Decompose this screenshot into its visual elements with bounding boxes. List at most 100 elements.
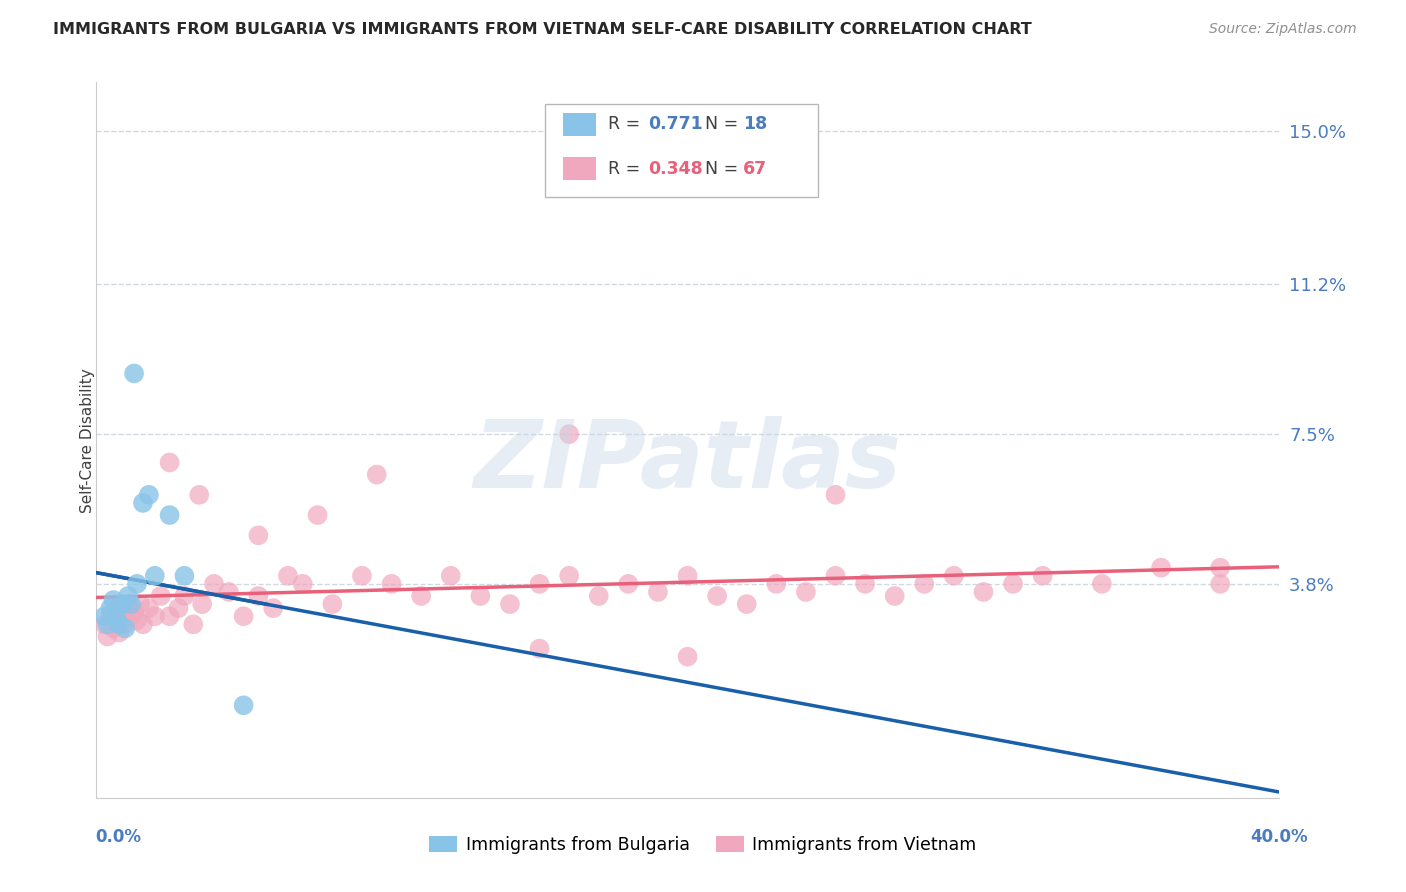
Point <box>321 597 343 611</box>
Point <box>247 589 270 603</box>
Text: N =: N = <box>706 115 744 133</box>
Point <box>411 589 433 603</box>
Point <box>765 577 787 591</box>
FancyBboxPatch shape <box>546 103 818 196</box>
Point <box>132 617 155 632</box>
Point <box>277 568 299 582</box>
Point <box>159 455 181 469</box>
Text: 0.348: 0.348 <box>648 160 703 178</box>
Point <box>647 585 669 599</box>
Point <box>173 589 195 603</box>
Point <box>617 577 640 591</box>
FancyBboxPatch shape <box>564 113 596 136</box>
Point <box>120 597 142 611</box>
Point <box>105 601 128 615</box>
Point <box>143 609 166 624</box>
Text: 0.771: 0.771 <box>648 115 703 133</box>
Point <box>529 577 551 591</box>
Point <box>1209 577 1232 591</box>
Text: 18: 18 <box>744 115 768 133</box>
Point <box>114 617 136 632</box>
Point <box>114 621 136 635</box>
Point <box>103 593 125 607</box>
Point <box>138 601 160 615</box>
Text: 67: 67 <box>744 160 768 178</box>
Text: R =: R = <box>609 160 645 178</box>
Point <box>232 698 254 713</box>
Point <box>1091 577 1114 591</box>
Point <box>440 568 463 582</box>
Point <box>883 589 905 603</box>
Point <box>149 589 172 603</box>
Point <box>588 589 610 603</box>
Point <box>1032 568 1054 582</box>
Point <box>942 568 965 582</box>
Point <box>100 609 122 624</box>
Point <box>381 577 404 591</box>
Point <box>853 577 876 591</box>
Text: R =: R = <box>609 115 645 133</box>
Point <box>824 488 846 502</box>
Point <box>93 609 115 624</box>
Point <box>232 609 254 624</box>
Point <box>108 625 131 640</box>
Point <box>558 427 581 442</box>
Point <box>1002 577 1025 591</box>
Point <box>291 577 314 591</box>
Point <box>138 488 160 502</box>
Point <box>350 568 373 582</box>
Point <box>173 568 195 582</box>
Text: 0.0%: 0.0% <box>96 828 142 846</box>
Point <box>529 641 551 656</box>
Point <box>96 630 118 644</box>
Point <box>218 585 240 599</box>
Point <box>366 467 388 482</box>
Point <box>1209 560 1232 574</box>
Point <box>159 508 181 522</box>
Point <box>676 649 699 664</box>
Point <box>181 617 204 632</box>
Point <box>558 568 581 582</box>
Point <box>120 609 142 624</box>
Point <box>103 621 125 635</box>
Text: ZIPatlas: ZIPatlas <box>474 416 901 508</box>
Point <box>307 508 329 522</box>
Point <box>132 496 155 510</box>
Point <box>129 597 152 611</box>
Point <box>122 605 145 619</box>
Point <box>111 597 134 611</box>
Point <box>122 367 145 381</box>
Point <box>706 589 728 603</box>
Point <box>499 597 522 611</box>
Point <box>117 589 139 603</box>
Point <box>735 597 758 611</box>
Point <box>188 488 211 502</box>
Point <box>973 585 995 599</box>
Point <box>247 528 270 542</box>
Legend: Immigrants from Bulgaria, Immigrants from Vietnam: Immigrants from Bulgaria, Immigrants fro… <box>422 830 984 861</box>
Text: N =: N = <box>706 160 744 178</box>
Point <box>676 568 699 582</box>
Point <box>824 568 846 582</box>
Text: 40.0%: 40.0% <box>1250 828 1308 846</box>
Point <box>93 617 115 632</box>
Point <box>143 568 166 582</box>
Text: IMMIGRANTS FROM BULGARIA VS IMMIGRANTS FROM VIETNAM SELF-CARE DISABILITY CORRELA: IMMIGRANTS FROM BULGARIA VS IMMIGRANTS F… <box>53 22 1032 37</box>
Point <box>111 609 134 624</box>
FancyBboxPatch shape <box>564 157 596 180</box>
Point <box>167 601 190 615</box>
Point <box>470 589 492 603</box>
Point <box>100 601 122 615</box>
Point <box>96 617 118 632</box>
Point <box>912 577 935 591</box>
Point <box>1150 560 1173 574</box>
Point <box>191 597 214 611</box>
Point <box>202 577 225 591</box>
Point <box>125 577 148 591</box>
Point <box>105 609 128 624</box>
Point <box>117 597 139 611</box>
Point <box>125 613 148 627</box>
Point <box>159 609 181 624</box>
Point <box>262 601 284 615</box>
Text: Source: ZipAtlas.com: Source: ZipAtlas.com <box>1209 22 1357 37</box>
